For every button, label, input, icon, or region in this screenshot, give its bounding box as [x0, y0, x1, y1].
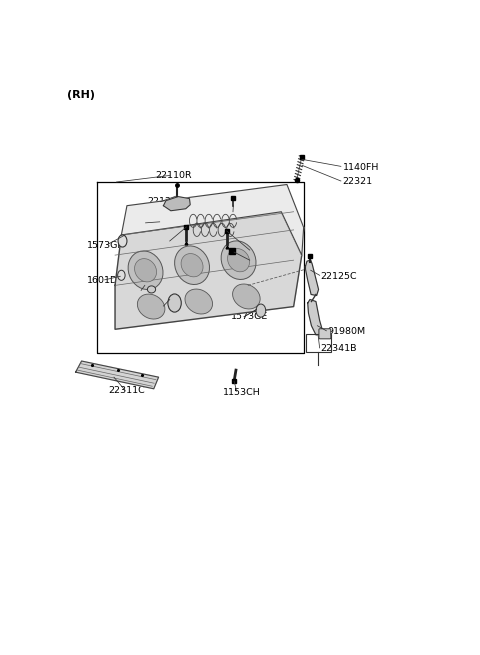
Polygon shape	[305, 260, 319, 295]
Text: 22341B: 22341B	[321, 345, 357, 354]
Polygon shape	[76, 361, 158, 389]
Text: 1573GE: 1573GE	[231, 312, 268, 321]
Circle shape	[256, 304, 266, 317]
Circle shape	[118, 235, 127, 247]
Text: 91980M: 91980M	[327, 328, 365, 336]
Ellipse shape	[147, 286, 156, 293]
Text: 22122B: 22122B	[235, 208, 271, 217]
Text: 22114D: 22114D	[234, 246, 271, 255]
Polygon shape	[121, 185, 304, 255]
Text: 22311C: 22311C	[108, 386, 145, 395]
Text: 22112A: 22112A	[149, 302, 186, 311]
Ellipse shape	[181, 253, 203, 277]
Ellipse shape	[128, 251, 163, 290]
Ellipse shape	[134, 259, 156, 282]
Text: 1573GE: 1573GE	[87, 240, 124, 250]
Bar	[305, 334, 331, 352]
Text: 22113A: 22113A	[123, 287, 160, 296]
Polygon shape	[163, 196, 190, 211]
Ellipse shape	[233, 284, 260, 309]
Text: 22114D: 22114D	[155, 236, 192, 246]
Ellipse shape	[175, 246, 209, 284]
Ellipse shape	[221, 241, 256, 280]
Text: 1140FH: 1140FH	[343, 163, 379, 172]
Text: 22124B: 22124B	[132, 218, 169, 227]
Ellipse shape	[137, 294, 165, 319]
FancyBboxPatch shape	[319, 329, 331, 339]
Ellipse shape	[228, 248, 250, 272]
Circle shape	[118, 271, 125, 280]
Polygon shape	[115, 212, 302, 329]
Text: 22126A: 22126A	[147, 197, 184, 206]
Text: 1601DG: 1601DG	[87, 276, 125, 285]
Text: (RH): (RH)	[67, 90, 95, 100]
Text: 22321: 22321	[343, 178, 373, 187]
Text: 1153CH: 1153CH	[223, 388, 261, 397]
Text: 22110R: 22110R	[155, 171, 192, 180]
Circle shape	[168, 294, 181, 312]
Polygon shape	[308, 299, 322, 335]
Text: 22125C: 22125C	[321, 272, 357, 281]
Ellipse shape	[185, 289, 213, 314]
Text: 22129: 22129	[234, 257, 264, 266]
